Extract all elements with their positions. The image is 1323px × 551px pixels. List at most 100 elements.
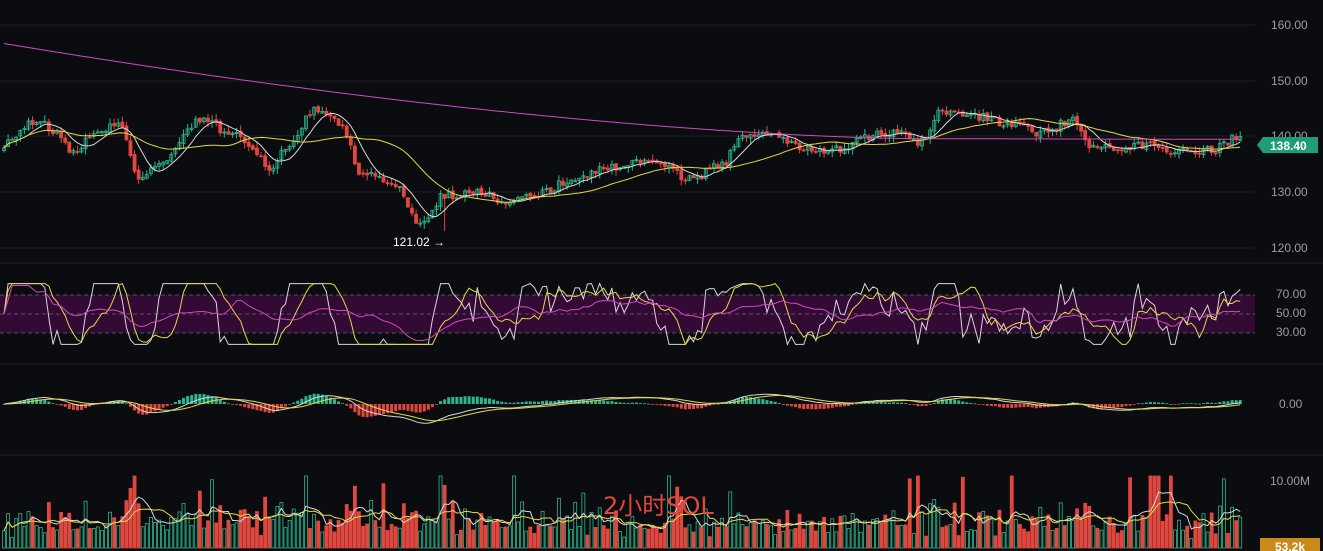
candle-up — [430, 209, 435, 219]
volume-bar-up — [1136, 530, 1141, 549]
volume-bar-up — [1013, 518, 1018, 549]
volume-bar-down — [459, 529, 463, 549]
volume-bar-down — [1083, 502, 1088, 549]
candle-up — [520, 196, 525, 200]
candle-down — [601, 166, 606, 170]
macd-bar-up — [1165, 403, 1169, 405]
macd-bar-up — [1238, 400, 1242, 404]
volume-bar-up — [377, 526, 382, 549]
ma-long-line — [3, 43, 1241, 140]
candle-up — [161, 162, 166, 166]
volume-bar-down — [765, 523, 769, 549]
volume-bar-down — [895, 525, 900, 549]
candle-up — [756, 134, 761, 138]
candle-up — [234, 132, 239, 134]
volume-bar-up — [1189, 538, 1194, 549]
volume-bar-up — [512, 475, 516, 549]
macd-bar-up — [43, 399, 47, 404]
macd-bar-up — [1157, 402, 1161, 404]
macd-histogram — [2, 393, 1242, 418]
macd-bar-down — [1038, 404, 1042, 408]
macd-bar-down — [1104, 404, 1108, 409]
macd-bar-down — [663, 404, 667, 406]
macd-bar-up — [887, 402, 891, 404]
candle-down — [1160, 147, 1165, 149]
candle-down — [785, 137, 790, 144]
volume-bar-down — [809, 520, 814, 549]
volume-bar-up — [687, 524, 692, 549]
volume-bar-up — [1050, 529, 1055, 549]
macd-bar-down — [712, 404, 716, 405]
volume-bar-down — [663, 522, 667, 549]
volume-bar-up — [891, 510, 896, 549]
volume-bar-up — [173, 518, 178, 549]
current-price-tag: 138.40 — [1257, 137, 1318, 153]
macd-lines — [3, 393, 1241, 424]
candle-down — [646, 160, 651, 162]
candle-up — [969, 113, 973, 116]
macd-bar-up — [443, 399, 447, 404]
current-volume-tag: 53.2k — [1260, 538, 1320, 551]
volume-bar-up — [781, 530, 786, 549]
volume-bar-up — [165, 529, 170, 549]
macd-bar-down — [1124, 404, 1128, 407]
volume-bar-up — [740, 523, 745, 549]
macd-bar-up — [182, 397, 186, 404]
volume-bar-down — [1062, 525, 1067, 549]
candle-down — [344, 125, 349, 138]
macd-bar-up — [292, 402, 296, 404]
volume-bar-down — [1213, 533, 1218, 549]
candle-down — [348, 136, 353, 146]
candle-up — [630, 160, 635, 166]
volume-bar-down — [250, 527, 255, 549]
candle-down — [952, 110, 957, 113]
volume-bar-up — [234, 522, 239, 549]
volume-bar-up — [932, 499, 937, 549]
macd-bar-up — [1193, 403, 1197, 405]
candle-up — [565, 182, 569, 187]
volume-bar-down — [944, 525, 949, 549]
macd-bar-down — [838, 404, 842, 407]
volume-bar-down — [483, 525, 488, 549]
candle-down — [197, 117, 202, 123]
volume-bar-down — [267, 516, 272, 549]
candle-up — [740, 134, 745, 139]
candle-up — [222, 131, 227, 134]
volume-bar-down — [238, 509, 243, 549]
volume-bar-up — [38, 527, 43, 549]
candle-down — [1120, 149, 1124, 152]
candle-up — [189, 127, 194, 130]
volume-bar-up — [875, 518, 880, 549]
volume-bar-up — [769, 525, 773, 549]
volume-tick: 10.00M — [1270, 474, 1310, 488]
volume-bar-down — [471, 529, 476, 549]
candle-up — [789, 140, 794, 143]
volume-bar-down — [1009, 475, 1014, 549]
candle-up — [732, 146, 737, 151]
macd-bar-up — [524, 401, 528, 404]
candle-down — [67, 141, 72, 153]
volume-bar-up — [589, 512, 594, 549]
volume-bar-up — [540, 511, 545, 549]
candle-down — [214, 119, 219, 123]
macd-bar-down — [847, 404, 851, 406]
volume-bar-up — [569, 529, 574, 549]
candle-up — [91, 133, 96, 137]
macd-bar-down — [71, 404, 75, 410]
macd-bar-up — [769, 400, 773, 404]
volume-bar-down — [691, 531, 696, 549]
macd-bar-up — [328, 397, 332, 404]
macd-bar-up — [528, 401, 532, 404]
volume-bar-down — [214, 522, 219, 549]
candle-up — [687, 175, 692, 181]
volume-bar-down — [401, 503, 406, 549]
macd-bar-down — [271, 404, 275, 413]
volume-bar-up — [830, 518, 835, 549]
volume-bar-down — [332, 531, 337, 549]
volume-bar-down — [671, 518, 676, 549]
volume-bar-down — [1168, 475, 1173, 549]
candle-up — [169, 153, 174, 162]
candle-up — [748, 133, 753, 139]
macd-bar-down — [434, 404, 438, 405]
